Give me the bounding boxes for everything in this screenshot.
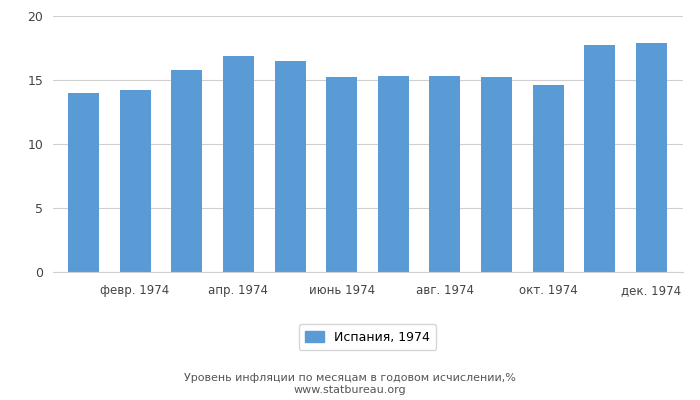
Bar (68, 93, 99, 272)
Bar (378, 76, 409, 272)
Text: www.statbureau.org: www.statbureau.org (294, 385, 406, 395)
Bar (172, 70, 202, 272)
Legend: Испания, 1974: Испания, 1974 (299, 324, 436, 350)
Bar (274, 61, 305, 272)
Bar (120, 90, 150, 272)
Bar (326, 78, 357, 272)
Bar (430, 76, 461, 272)
Bar (584, 46, 615, 272)
Bar (223, 56, 254, 272)
Text: Уровень инфляции по месяцам в годовом исчислении,%: Уровень инфляции по месяцам в годовом ис… (184, 373, 516, 383)
Bar (636, 43, 667, 272)
Bar (481, 78, 512, 272)
Bar (533, 85, 564, 272)
